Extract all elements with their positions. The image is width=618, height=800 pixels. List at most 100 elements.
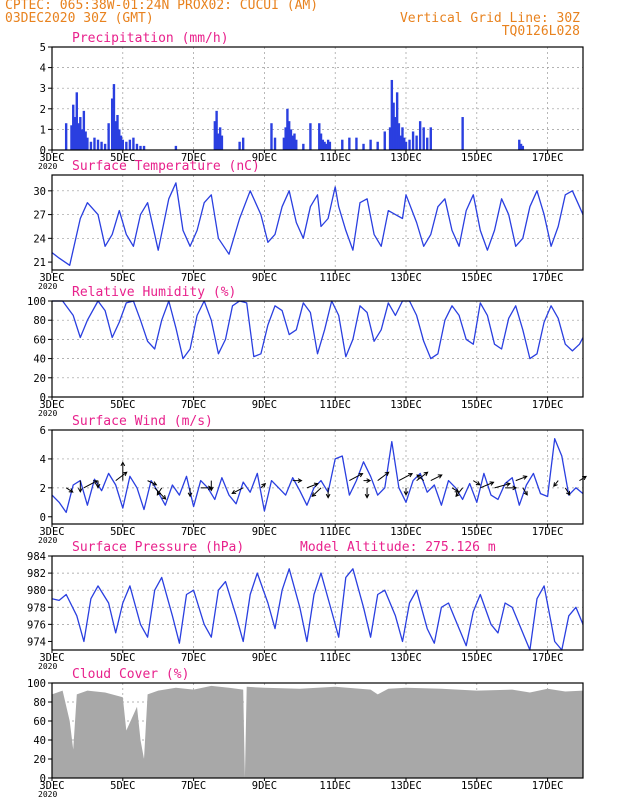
precip-bar	[518, 139, 521, 150]
temp-year-label: 2020	[38, 282, 57, 291]
rh-xtick-label: 7DEC	[181, 399, 206, 411]
pres-xtick-label: 5DEC	[110, 652, 135, 664]
wind-arrow-head	[120, 461, 126, 467]
pres-xtick-label: 9DEC	[252, 652, 277, 664]
rh-series-line	[52, 300, 584, 360]
pres-xtick-label: 3DEC	[39, 652, 64, 664]
wind-arrow-head	[77, 488, 83, 493]
precip-bar	[415, 135, 418, 150]
precip-bar	[388, 127, 392, 150]
temp-series-line	[51, 182, 584, 266]
wind-arrow-head	[408, 473, 414, 478]
wind-arrow	[472, 480, 481, 486]
precip-bar	[118, 129, 121, 150]
precip-bar	[100, 141, 103, 150]
rh-xtick-label: 15DEC	[461, 399, 493, 411]
precip-bar	[103, 143, 107, 150]
precip-bar	[84, 131, 87, 150]
header-date: 03DEC2020 30Z (GMT)	[5, 11, 154, 26]
precip-bar	[461, 117, 464, 150]
precip-bar	[319, 133, 323, 150]
pres-ytick-label: 982	[27, 568, 46, 580]
precip-bar	[116, 114, 119, 150]
precip-bar	[328, 141, 332, 150]
header-grid-line: Vertical Grid Line: 30Z	[399, 11, 580, 26]
wind-arrow-head	[565, 490, 571, 496]
wind-arrow	[115, 471, 128, 482]
precip-bar	[355, 137, 358, 150]
cloud-xtick-label: 15DEC	[461, 780, 493, 792]
precip-bar	[390, 79, 394, 150]
wind-arrow	[83, 480, 98, 489]
wind-arrow-head	[366, 478, 372, 483]
wind-arrow-head	[156, 490, 162, 496]
rh-xtick-label: 5DEC	[110, 399, 135, 411]
wind-xtick-label: 17DEC	[532, 526, 564, 538]
precip-bar	[121, 139, 124, 150]
wind-arrow	[416, 474, 425, 481]
precip-bar	[287, 121, 291, 150]
precip-bar	[238, 141, 241, 150]
wind-arrow-head	[403, 491, 409, 496]
precip-ytick-label: 4	[40, 63, 46, 75]
pres-xtick-label: 13DEC	[390, 652, 422, 664]
precip-bar	[521, 145, 525, 150]
pres-ytick-label: 976	[27, 619, 46, 631]
precip-bar	[174, 145, 178, 150]
rh-ytick-label: 0	[40, 392, 46, 404]
precip-ytick-label: 5	[40, 42, 46, 54]
precip-bar	[399, 135, 402, 150]
wind-arrow-head	[311, 492, 317, 497]
pres-series-line	[51, 568, 584, 651]
wind-xtick-label: 11DEC	[319, 526, 351, 538]
precip-bar	[295, 139, 298, 150]
rh-ytick-label: 20	[33, 373, 46, 385]
temp-frame	[51, 174, 584, 271]
precip-bar	[119, 135, 123, 150]
rh-year-label: 2020	[38, 409, 57, 418]
rh-xtick-label: 11DEC	[319, 399, 351, 411]
header-model-code: TQ0126L028	[501, 24, 580, 39]
precip-title: Precipitation (mm/h)	[72, 31, 229, 46]
wind-arrow-head	[437, 474, 443, 479]
precip-bar	[73, 117, 77, 150]
wind-arrow	[494, 483, 511, 489]
wind-xtick-label: 5DEC	[110, 526, 135, 538]
cloud-frame	[51, 682, 584, 779]
precip-bar	[139, 145, 142, 150]
precip-xtick-label: 13DEC	[390, 152, 422, 164]
pres-xtick-label: 15DEC	[461, 652, 493, 664]
wind-arrow-head	[489, 481, 495, 486]
cloud-xtick-label: 9DEC	[252, 780, 277, 792]
precip-bar	[96, 139, 100, 150]
header-location: CPTEC: 065:38W-01:24N PROX02: CUCUI (AM)	[5, 0, 319, 13]
precip-bar	[114, 121, 117, 150]
precip-bar	[325, 143, 328, 150]
precip-bar	[348, 137, 351, 150]
wind-arrow-head	[505, 482, 511, 487]
wind-arrow-head	[416, 474, 422, 479]
wind-arrow-head	[297, 478, 303, 483]
wind-ytick-label: 6	[40, 425, 46, 437]
rh-xtick-label: 13DEC	[390, 399, 422, 411]
precip-bar	[362, 143, 365, 150]
precip-bar	[397, 123, 401, 150]
wind-arrow-head	[68, 488, 74, 493]
rh-ytick-label: 40	[33, 354, 46, 366]
cloud-xtick-label: 13DEC	[390, 780, 422, 792]
pres-year-label: 2020	[38, 662, 57, 671]
wind-ytick-label: 4	[40, 454, 46, 466]
cloud-xtick-label: 17DEC	[532, 780, 564, 792]
precip-frame	[51, 46, 584, 151]
wind-arrow-head	[152, 481, 158, 486]
wind-arrow-head	[208, 486, 214, 492]
wind-arrow	[451, 487, 459, 493]
precip-year-label: 2020	[38, 162, 57, 171]
precip-bar	[142, 145, 146, 150]
temp-ytick-label: 24	[33, 233, 46, 245]
temp-xtick-label: 9DEC	[252, 272, 277, 284]
cloud-ytick-label: 60	[33, 716, 46, 728]
precip-ytick-label: 2	[40, 104, 46, 116]
wind-arrow-head	[95, 483, 101, 489]
wind-arrow	[306, 483, 319, 489]
